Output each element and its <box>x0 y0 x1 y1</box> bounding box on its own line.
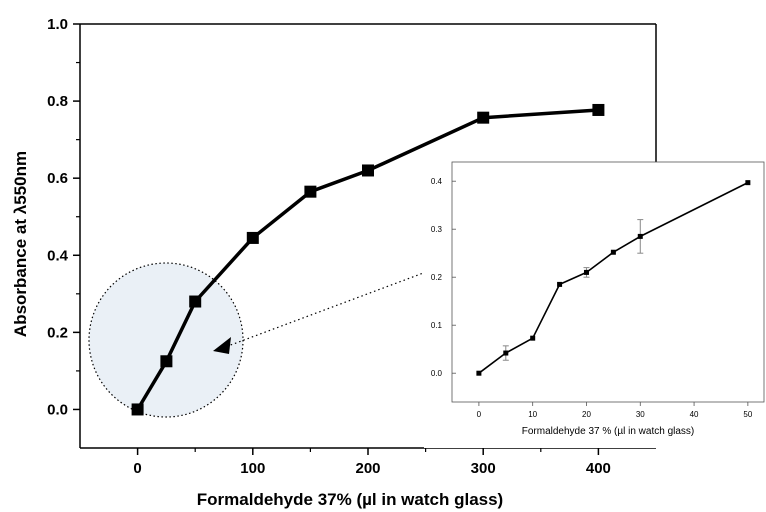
inset-y-tick-label: 0.1 <box>431 321 443 330</box>
zoom-arrow-line <box>228 272 426 346</box>
main-data-point <box>592 104 604 116</box>
main-x-tick-label: 300 <box>471 460 496 477</box>
main-data-point <box>477 112 489 124</box>
main-x-axis-label: Formaldehyde 37% (µl in watch glass) <box>197 490 503 509</box>
inset-x-tick-label: 40 <box>690 410 699 419</box>
inset-data-point <box>745 180 750 185</box>
inset-x-tick-label: 0 <box>477 410 482 419</box>
main-y-tick-label: 0.8 <box>47 93 68 110</box>
inset-data-point <box>638 234 643 239</box>
inset-x-tick-label: 30 <box>636 410 645 419</box>
inset-data-point <box>611 250 616 255</box>
inset-y-tick-label: 0.4 <box>431 177 443 186</box>
inset-data-point <box>584 270 589 275</box>
main-data-point <box>160 355 172 367</box>
inset-data-point <box>476 371 481 376</box>
main-x-tick-label: 400 <box>586 460 611 477</box>
inset-background <box>424 162 766 448</box>
main-data-point <box>304 186 316 198</box>
inset-data-point <box>530 336 535 341</box>
main-data-point <box>132 403 144 415</box>
main-y-axis-label: Absorbance at λ550nm <box>11 151 30 337</box>
main-data-point <box>247 232 259 244</box>
main-y-tick-label: 0.6 <box>47 170 68 187</box>
inset-x-axis-label: Formaldehyde 37 % (µl in watch glass) <box>522 426 695 437</box>
main-x-tick-label: 0 <box>133 460 141 477</box>
inset-data-point <box>557 282 562 287</box>
main-y-tick-label: 1.0 <box>47 16 68 33</box>
inset-y-tick-label: 0.0 <box>431 369 443 378</box>
main-data-point <box>189 296 201 308</box>
inset-y-tick-label: 0.3 <box>431 225 443 234</box>
inset-x-tick-label: 10 <box>528 410 537 419</box>
main-x-tick-label: 200 <box>355 460 380 477</box>
main-x-tick-label: 100 <box>240 460 265 477</box>
inset-x-tick-label: 50 <box>743 410 752 419</box>
main-y-tick-label: 0.4 <box>47 247 69 264</box>
main-y-tick-label: 0.2 <box>47 324 68 341</box>
main-y-tick-label: 0.0 <box>47 401 68 418</box>
inset-chart: 0.0 0.1 0.2 0.3 0.4 0 10 20 30 40 50 Formaldehyde … <box>424 162 766 448</box>
inset-x-tick-label: 20 <box>582 410 591 419</box>
inset-data-point <box>503 351 508 356</box>
main-data-point <box>362 164 374 176</box>
inset-y-tick-label: 0.2 <box>431 273 443 282</box>
zoom-region-circle <box>89 263 243 417</box>
